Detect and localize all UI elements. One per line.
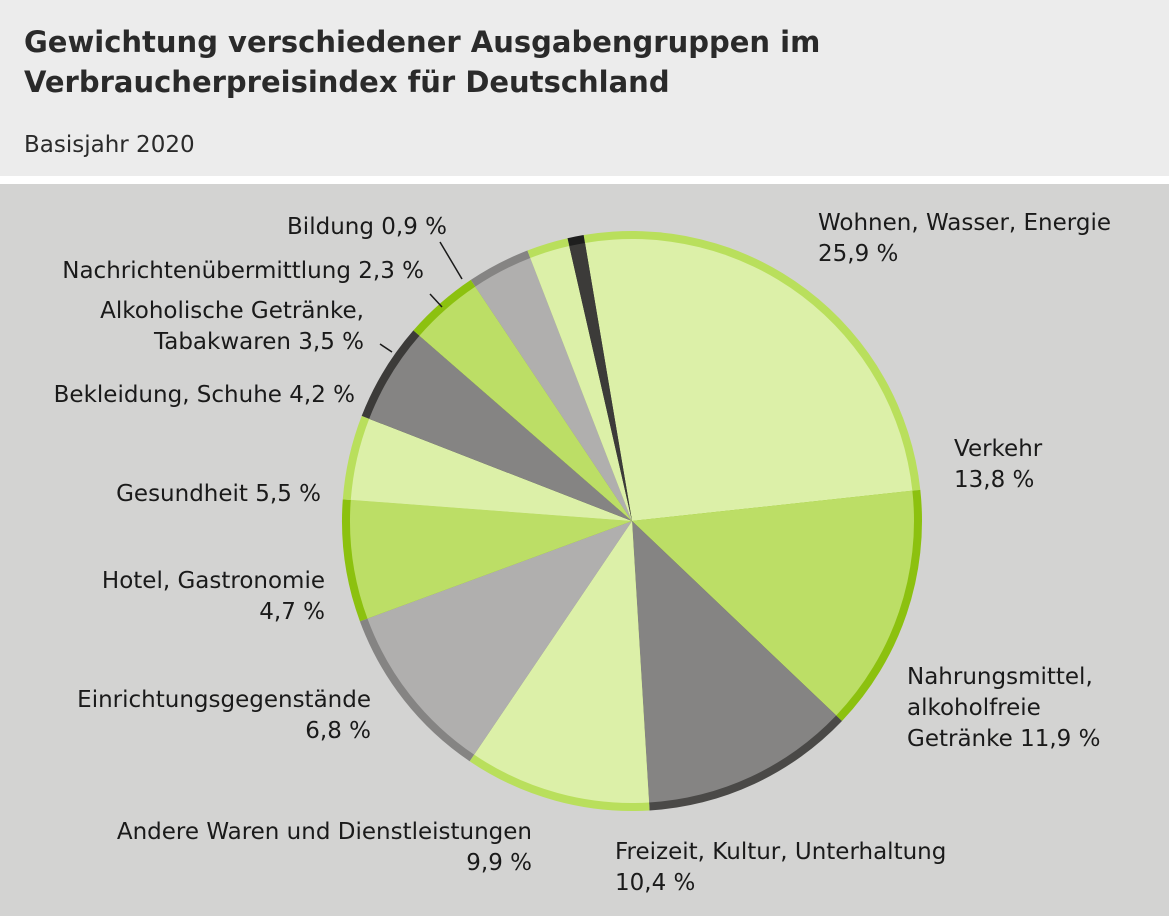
- pie-slice-freizeit-kultur-unterhaltung: [469, 521, 650, 812]
- label-nachrichten: Nachrichtenübermittlung 2,3 %: [62, 256, 424, 287]
- pie-slice-andere-waren-und-dienstleistungen: [359, 521, 632, 762]
- chart-title-line-1: Gewichtung verschiedener Ausgabengruppen…: [24, 25, 821, 59]
- label-bekleidung: Bekleidung, Schuhe 4,2 %: [54, 380, 355, 411]
- pie-slice-fill: [350, 418, 632, 521]
- label-alkohol-line-2: Tabakwaren 3,5 %: [154, 329, 364, 355]
- chart-area: Wohnen, Wasser, Energie 25,9 % Verkehr 1…: [0, 184, 1169, 916]
- label-wohnen-name: Wohnen, Wasser, Energie: [818, 210, 1111, 236]
- pie-slice-bildung: [567, 235, 632, 521]
- label-andere-value: 9,9 %: [466, 850, 532, 876]
- label-bildung-text: Bildung 0,9 %: [287, 214, 447, 240]
- pie-slice-alkoholische-getränke-tabakwaren: [470, 250, 632, 521]
- label-nahrung-line-3: Getränke 11,9 %: [907, 726, 1101, 752]
- label-wohnen: Wohnen, Wasser, Energie 25,9 %: [818, 208, 1111, 270]
- label-wohnen-value: 25,9 %: [818, 241, 899, 267]
- label-verkehr-name: Verkehr: [954, 436, 1043, 462]
- label-verkehr-value: 13,8 %: [954, 467, 1035, 493]
- pie-slice-fill: [584, 239, 913, 521]
- label-alkohol: Alkoholische Getränke, Tabakwaren 3,5 %: [100, 296, 364, 358]
- leader-line-nachrichten: [429, 293, 443, 308]
- pie-slice-nachrichtenübermittlung: [527, 238, 632, 521]
- pie-slice-fill: [350, 499, 632, 619]
- pie-slice-fill: [367, 521, 632, 755]
- pie-slice-einrichtungsgegenstände: [341, 499, 632, 622]
- pie-slice-fill: [632, 490, 914, 716]
- chart-header: Gewichtung verschiedener Ausgabengruppen…: [0, 0, 1169, 176]
- label-nachrichten-text: Nachrichtenübermittlung 2,3 %: [62, 258, 424, 284]
- pie-slice-hotel-gastronomie: [342, 415, 632, 521]
- label-gesundheit: Gesundheit 5,5 %: [116, 479, 321, 510]
- label-bildung: Bildung 0,9 %: [287, 212, 447, 243]
- label-freizeit-value: 10,4 %: [615, 870, 696, 896]
- pie-slice-fill: [369, 335, 632, 521]
- pie-slice-fill: [530, 246, 632, 521]
- pie-slice-fill: [569, 242, 632, 521]
- label-freizeit-name: Freizeit, Kultur, Unterhaltung: [615, 839, 947, 865]
- chart-subtitle: Basisjahr 2020: [24, 132, 195, 158]
- label-nahrung: Nahrungsmittel, alkoholfreie Getränke 11…: [907, 662, 1100, 755]
- label-einrichtung-value: 6,8 %: [305, 718, 371, 744]
- chart-title: Gewichtung verschiedener Ausgabengruppen…: [24, 22, 1124, 102]
- label-nahrung-line-1: Nahrungsmittel,: [907, 664, 1093, 690]
- label-alkohol-line-1: Alkoholische Getränke,: [100, 298, 364, 324]
- label-freizeit: Freizeit, Kultur, Unterhaltung 10,4 %: [615, 837, 946, 899]
- label-hotel-name: Hotel, Gastronomie: [101, 568, 325, 594]
- pie-slice-wohnen-wasser-energie: [583, 230, 921, 521]
- pie-slice-nahrungsmittel-alkoholfreie-getränke: [632, 521, 842, 811]
- pie-slice-fill: [474, 521, 650, 803]
- pie-slice-bekleidung-schuhe: [413, 279, 632, 521]
- label-einrichtung-name: Einrichtungsgegenstände: [77, 687, 371, 713]
- leader-line-bildung: [439, 241, 463, 280]
- chart-title-line-2: Verbraucherpreisindex für Deutschland: [24, 65, 670, 99]
- pie-slice-verkehr: [632, 489, 923, 722]
- pie-slice-fill: [475, 257, 632, 521]
- label-bekleidung-text: Bekleidung, Schuhe 4,2 %: [53, 382, 355, 408]
- label-verkehr: Verkehr 13,8 %: [954, 434, 1042, 496]
- label-andere: Andere Waren und Dienstleistungen 9,9 %: [117, 817, 532, 879]
- label-nahrung-line-2: alkoholfreie: [907, 695, 1041, 721]
- pie-slice-fill: [632, 521, 837, 803]
- pie-slice-gesundheit: [361, 330, 632, 521]
- label-andere-name: Andere Waren und Dienstleistungen: [116, 819, 532, 845]
- pie-slice-fill: [419, 286, 632, 521]
- label-hotel-value: 4,7 %: [259, 599, 325, 625]
- label-hotel: Hotel, Gastronomie 4,7 %: [102, 566, 325, 628]
- label-einrichtung: Einrichtungsgegenstände 6,8 %: [77, 685, 371, 747]
- label-gesundheit-text: Gesundheit 5,5 %: [116, 481, 321, 507]
- leader-line-alkohol: [379, 343, 393, 353]
- pie-chart: [341, 230, 923, 812]
